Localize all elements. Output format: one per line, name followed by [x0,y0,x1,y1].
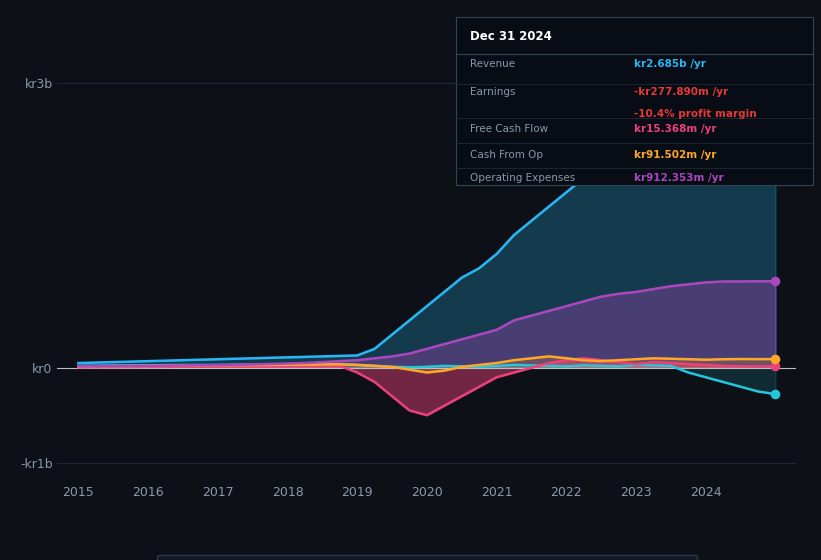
Text: Free Cash Flow: Free Cash Flow [470,124,548,134]
Text: Dec 31 2024: Dec 31 2024 [470,30,552,43]
Text: Operating Expenses: Operating Expenses [470,173,576,183]
Point [769,362,782,371]
Point [769,354,782,363]
Text: Cash From Op: Cash From Op [470,150,543,160]
Text: Revenue: Revenue [470,59,515,69]
Point [769,277,782,286]
Text: -10.4% profit margin: -10.4% profit margin [635,109,757,119]
Text: -kr277.890m /yr: -kr277.890m /yr [635,87,728,97]
Point [769,109,782,118]
Text: kr91.502m /yr: kr91.502m /yr [635,150,717,160]
FancyBboxPatch shape [456,17,813,185]
Legend: Revenue, Earnings, Free Cash Flow, Cash From Op, Operating Expenses: Revenue, Earnings, Free Cash Flow, Cash … [157,555,697,560]
Text: kr912.353m /yr: kr912.353m /yr [635,173,724,183]
Point [769,390,782,399]
Text: Earnings: Earnings [470,87,516,97]
Text: kr2.685b /yr: kr2.685b /yr [635,59,706,69]
Text: kr15.368m /yr: kr15.368m /yr [635,124,717,134]
